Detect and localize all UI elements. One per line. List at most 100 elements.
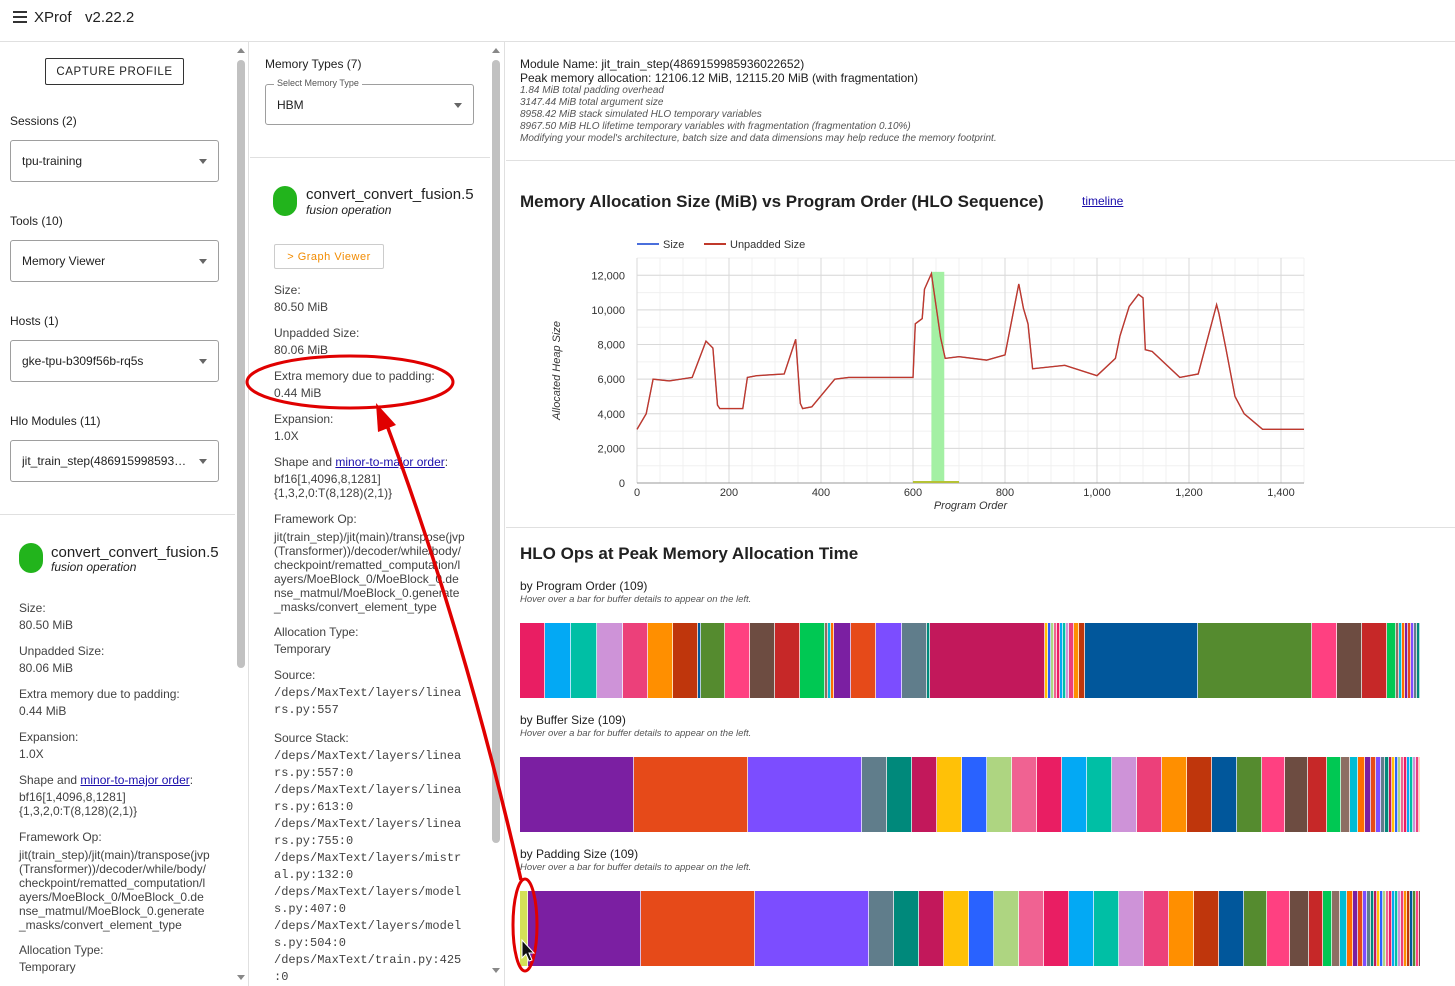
hlo-op-bar[interactable] — [831, 623, 834, 698]
timeline-link[interactable]: timeline — [1082, 194, 1124, 208]
sidebar-scrollbar[interactable] — [237, 60, 245, 668]
hlo-op-bar[interactable] — [1332, 891, 1340, 966]
hlo-op-bar[interactable] — [1383, 891, 1386, 966]
hlo-op-bar[interactable] — [648, 623, 673, 698]
hlo-op-bar[interactable] — [894, 891, 919, 966]
hlo-op-bar[interactable] — [1389, 757, 1392, 832]
menu-icon[interactable] — [13, 11, 27, 23]
hlo-op-bar[interactable] — [1386, 891, 1389, 966]
hlo-op-bar[interactable] — [1085, 623, 1198, 698]
hlo-op-bar[interactable] — [1066, 623, 1069, 698]
hlo-op-bar[interactable] — [1308, 757, 1327, 832]
hlo-op-bar[interactable] — [1419, 891, 1420, 966]
hlo-op-bar[interactable] — [1285, 757, 1308, 832]
scroll-down-icon[interactable] — [237, 975, 245, 980]
hlo-op-bar[interactable] — [1323, 891, 1332, 966]
hlo-op-bar[interactable] — [1137, 757, 1162, 832]
hlo-op-bar[interactable] — [834, 623, 851, 698]
hlo-op-bar[interactable] — [800, 623, 825, 698]
hlo-op-bar[interactable] — [1410, 757, 1413, 832]
hlo-op-bar[interactable] — [1019, 891, 1044, 966]
scroll-up-icon[interactable] — [492, 48, 500, 53]
hlo-op-bar[interactable] — [750, 623, 775, 698]
graph-viewer-button[interactable]: > Graph Viewer — [274, 244, 384, 269]
hlo-op-bar[interactable] — [1054, 623, 1057, 698]
hlo-op-bar[interactable] — [1389, 891, 1392, 966]
hlo-op-bar[interactable] — [887, 757, 912, 832]
program-order-bars[interactable] — [520, 623, 1420, 698]
hlo-op-bar[interactable] — [1387, 623, 1396, 698]
hlo-op-bar[interactable] — [755, 891, 869, 966]
hlo-op-bar[interactable] — [1414, 623, 1417, 698]
hlo-op-bar[interactable] — [1237, 757, 1262, 832]
hlo-op-bar[interactable] — [944, 891, 969, 966]
hlo-op-bar[interactable] — [1401, 891, 1404, 966]
hlo-op-bar[interactable] — [1396, 623, 1399, 698]
hlo-op-bar[interactable] — [1219, 891, 1244, 966]
hlo-op-bar[interactable] — [1051, 623, 1054, 698]
hlo-op-bar[interactable] — [969, 891, 994, 966]
hlo-op-bar[interactable] — [1408, 623, 1411, 698]
hlo-op-bar[interactable] — [1381, 757, 1385, 832]
hlo-op-bar[interactable] — [545, 623, 571, 698]
hlo-op-bar[interactable] — [851, 623, 876, 698]
hlo-op-bar[interactable] — [1410, 891, 1413, 966]
hlo-op-bar[interactable] — [520, 623, 545, 698]
hlo-op-bar[interactable] — [994, 891, 1019, 966]
hlo-op-bar[interactable] — [825, 623, 828, 698]
hlo-op-bar[interactable] — [1194, 891, 1219, 966]
hlo-op-bar[interactable] — [528, 891, 641, 966]
memory-allocation-chart[interactable]: 0 200 400 600 800 1,000 1,200 1,400 0 2,000 4,000 6… — [506, 222, 1455, 522]
hlo-op-bar[interactable] — [1312, 623, 1337, 698]
hlo-op-bar[interactable] — [1358, 757, 1365, 832]
details-scrollbar[interactable] — [492, 60, 500, 843]
hlo-op-bar[interactable] — [673, 623, 698, 698]
hlo-op-bar[interactable] — [1411, 623, 1414, 698]
hlo-op-bar[interactable] — [1062, 757, 1087, 832]
hlo-op-bar[interactable] — [1069, 623, 1074, 698]
hlo-op-bar[interactable] — [828, 623, 831, 698]
hlo-op-bar[interactable] — [1371, 757, 1376, 832]
hlo-op-bar[interactable] — [1395, 891, 1398, 966]
hlo-op-bar[interactable] — [1087, 757, 1112, 832]
hlo-op-bar[interactable] — [1044, 891, 1069, 966]
hlo-op-bar[interactable] — [1371, 891, 1374, 966]
hlo-op-bar[interactable] — [1057, 623, 1060, 698]
sessions-select[interactable]: tpu-training — [10, 140, 219, 182]
tools-select[interactable]: Memory Viewer — [10, 240, 219, 282]
hlo-op-bar[interactable] — [1417, 623, 1420, 698]
hlo-op-bar[interactable] — [1074, 623, 1079, 698]
scroll-up-icon[interactable] — [237, 48, 245, 53]
hlo-op-bar[interactable] — [1358, 891, 1363, 966]
hlo-op-bar[interactable] — [1363, 891, 1367, 966]
hlo-op-bar[interactable] — [862, 757, 887, 832]
hlo-op-bar[interactable] — [1419, 757, 1420, 832]
hlo-op-bar[interactable] — [1267, 891, 1290, 966]
hlo-op-bar[interactable] — [1169, 891, 1194, 966]
hlo-op-bar[interactable] — [1416, 891, 1419, 966]
hlo-op-bar[interactable] — [1187, 757, 1212, 832]
hlo-op-bar[interactable] — [1063, 623, 1066, 698]
hlo-op-bar[interactable] — [520, 757, 634, 832]
hlo-op-bar[interactable] — [698, 623, 701, 698]
hlo-op-bar[interactable] — [1337, 623, 1362, 698]
hlo-op-bar[interactable] — [1399, 623, 1402, 698]
hlo-op-bar[interactable] — [1404, 891, 1407, 966]
hlo-op-bar[interactable] — [1402, 623, 1405, 698]
hlo-op-bar[interactable] — [1380, 891, 1383, 966]
hlo-op-bar[interactable] — [623, 623, 648, 698]
capture-profile-button[interactable]: CAPTURE PROFILE — [45, 58, 184, 85]
hlo-op-bar[interactable] — [1398, 757, 1401, 832]
hlo-op-bar[interactable] — [919, 891, 944, 966]
hlo-op-bar[interactable] — [1212, 757, 1237, 832]
hosts-select[interactable]: gke-tpu-b309f56b-rq5s — [10, 340, 219, 382]
minor-to-major-link[interactable]: minor-to-major order — [335, 455, 445, 469]
scroll-down-icon[interactable] — [492, 968, 500, 973]
hlo-op-bar[interactable] — [1413, 757, 1416, 832]
hlo-op-bar[interactable] — [1162, 757, 1187, 832]
hlo-op-bar[interactable] — [1392, 891, 1395, 966]
hlo-op-bar[interactable] — [1144, 891, 1169, 966]
hlo-op-bar[interactable] — [1416, 757, 1419, 832]
hlo-op-bar[interactable] — [634, 757, 748, 832]
minor-to-major-link[interactable]: minor-to-major order — [80, 773, 190, 787]
